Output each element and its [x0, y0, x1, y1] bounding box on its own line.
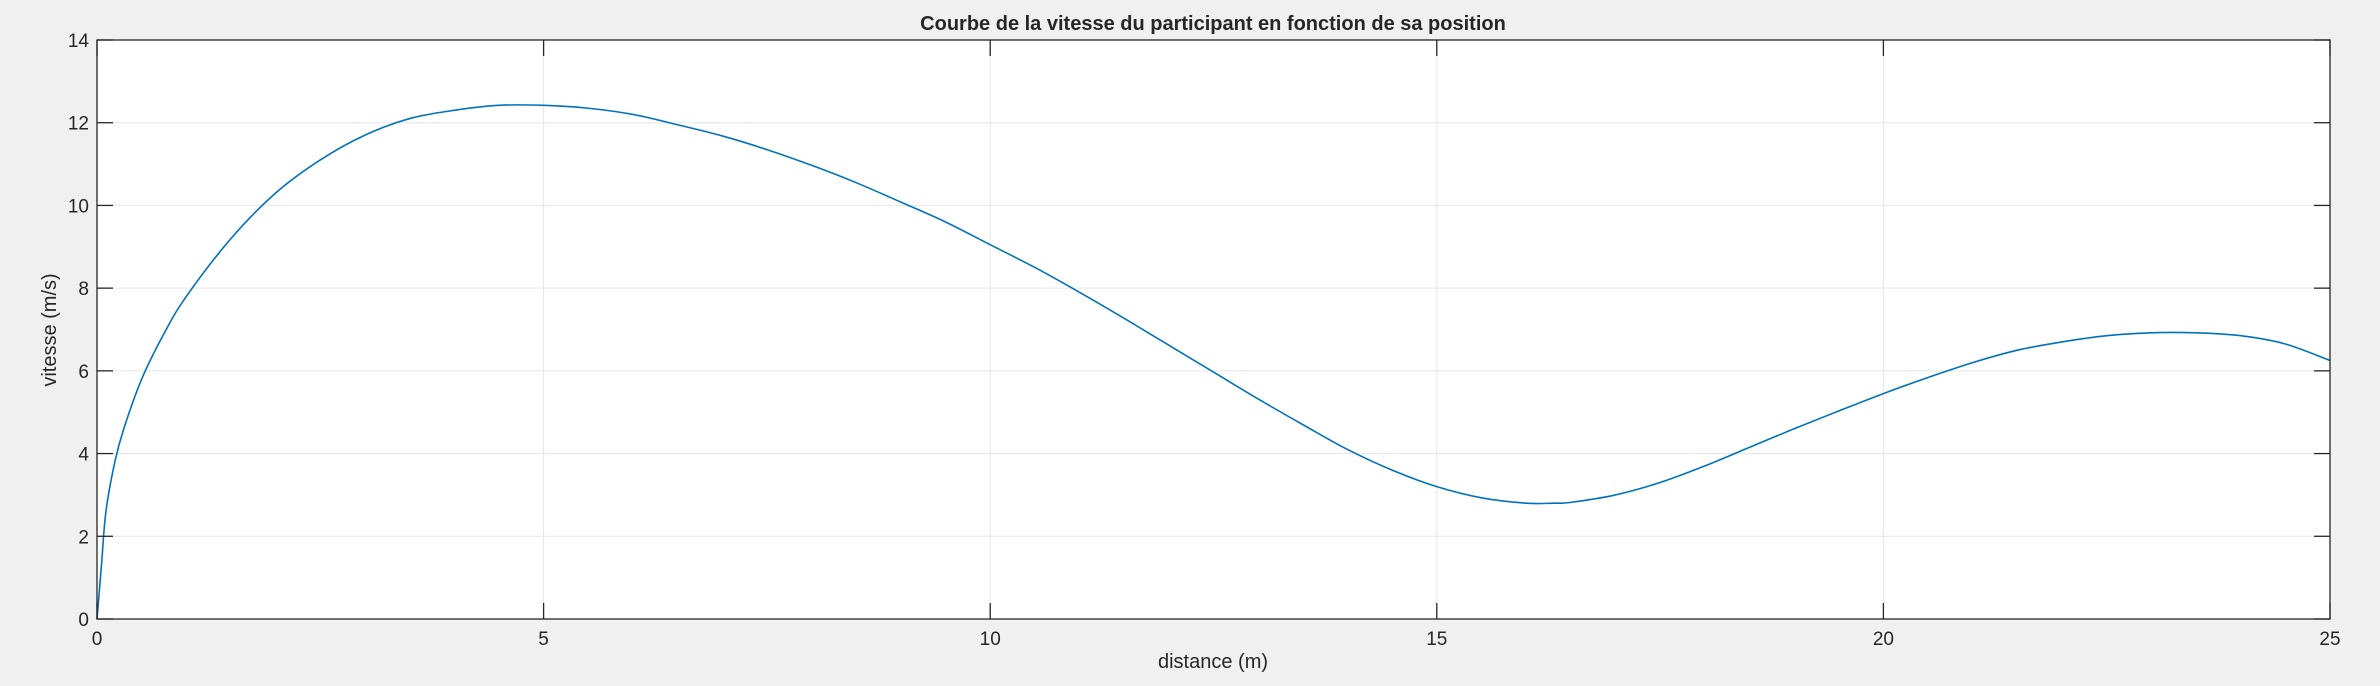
x-tick-label: 20 [1873, 629, 1894, 650]
x-tick-label: 25 [2319, 629, 2340, 650]
y-tick-label: 6 [78, 362, 89, 383]
y-tick-labels: 0 2 4 6 8 10 12 14 [68, 31, 90, 631]
y-axis-label: vitesse (m/s) [39, 273, 61, 386]
tick-marks [96, 39, 2331, 620]
chart-title: Courbe de la vitesse du participant en f… [920, 13, 1506, 35]
x-tick-label: 10 [980, 629, 1001, 650]
x-tick-labels: 0 5 10 15 20 25 [92, 629, 2341, 650]
y-tick-label: 12 [68, 114, 89, 135]
y-tick-label: 2 [78, 527, 89, 548]
x-tick-label: 0 [92, 629, 103, 650]
series-line [96, 104, 2331, 620]
y-tick-label: 4 [78, 445, 89, 466]
plot-area [97, 40, 2330, 619]
y-tick-label: 8 [78, 279, 89, 300]
y-tick-label: 10 [68, 196, 89, 217]
x-tick-label: 15 [1426, 629, 1447, 650]
y-tick-label: 0 [78, 610, 89, 631]
axes-box [96, 39, 2331, 620]
y-tick-label: 14 [68, 31, 90, 52]
x-axis-label: distance (m) [1158, 651, 1268, 673]
series-group [96, 104, 2331, 620]
x-tick-label: 5 [538, 629, 549, 650]
